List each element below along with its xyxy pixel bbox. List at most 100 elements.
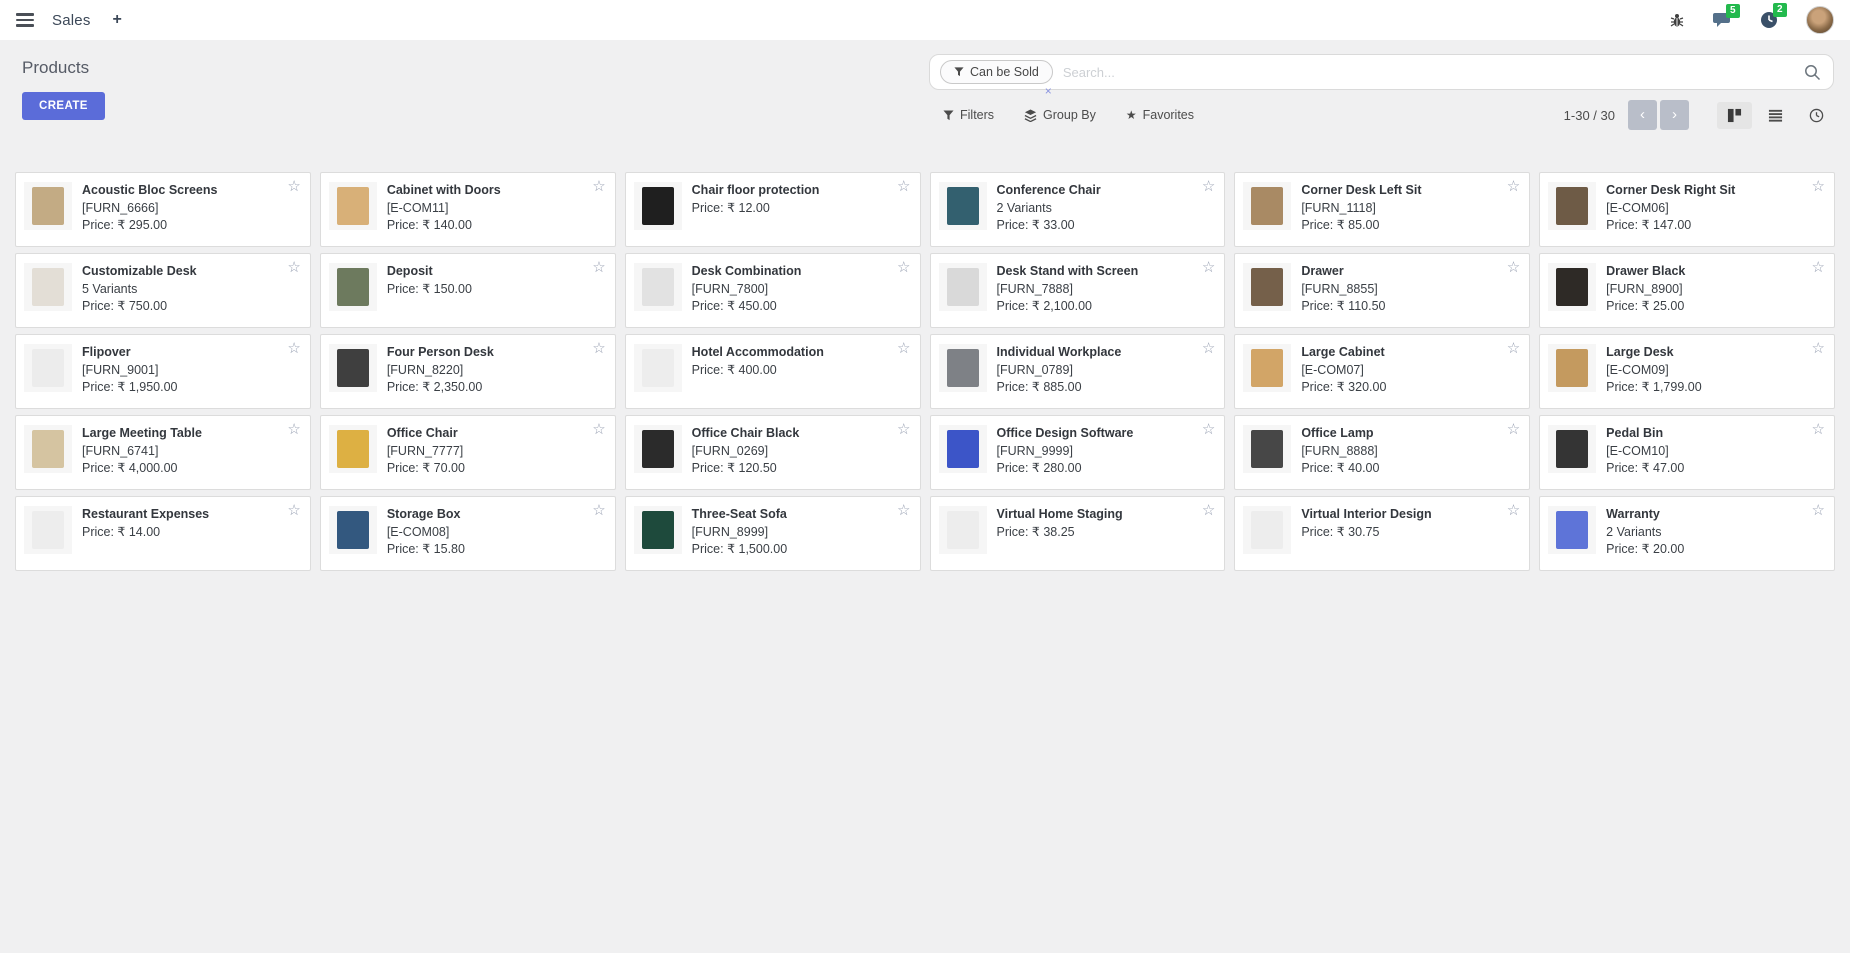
- favorite-star-icon[interactable]: ☆: [287, 421, 301, 438]
- product-name: Corner Desk Right Sit: [1606, 183, 1736, 197]
- add-tab-button[interactable]: +: [112, 11, 122, 28]
- product-card[interactable]: Large Cabinet [E-COM07] Price: ₹ 320.00 ☆: [1234, 334, 1531, 409]
- product-card[interactable]: Office Chair [FURN_7777] Price: ₹ 70.00 ☆: [319, 415, 616, 490]
- product-info: Individual Workplace [FURN_0789] Price: ₹ …: [997, 344, 1144, 400]
- favorite-star-icon[interactable]: ☆: [1811, 340, 1825, 357]
- product-card[interactable]: Chair floor protection Price: ₹ 12.00 ☆: [624, 172, 921, 247]
- product-card[interactable]: Deposit Price: ₹ 150.00 ☆: [319, 253, 616, 328]
- favorite-star-icon[interactable]: ☆: [287, 178, 301, 195]
- favorite-star-icon[interactable]: ☆: [897, 421, 911, 438]
- favorite-star-icon[interactable]: ☆: [592, 259, 606, 276]
- favorite-star-icon[interactable]: ☆: [287, 259, 301, 276]
- product-card[interactable]: Flipover [FURN_9001] Price: ₹ 1,950.00 ☆: [15, 334, 311, 409]
- pager-next-button[interactable]: ›: [1660, 100, 1689, 130]
- product-image: [633, 263, 682, 311]
- product-code: [FURN_8999]: [691, 524, 769, 539]
- product-card[interactable]: Individual Workplace [FURN_0789] Price: ₹ …: [929, 334, 1226, 409]
- favorite-star-icon[interactable]: ☆: [897, 340, 911, 357]
- product-card[interactable]: Four Person Desk [FURN_8220] Price: ₹ 2,35…: [319, 334, 616, 409]
- product-image: [24, 263, 72, 311]
- product-name: Office Design Software: [996, 426, 1134, 440]
- product-card[interactable]: Large Meeting Table [FURN_6741] Price: ₹ 4…: [15, 415, 311, 490]
- product-info: Large Cabinet [E-COM07] Price: ₹ 320.00: [1301, 344, 1408, 400]
- product-card[interactable]: Three-Seat Sofa [FURN_8999] Price: ₹ 1,500…: [624, 496, 921, 571]
- facet-remove-icon[interactable]: ×: [1044, 84, 1052, 98]
- avatar[interactable]: [1806, 6, 1834, 34]
- funnel-icon: [943, 109, 954, 120]
- favorite-star-icon[interactable]: ☆: [592, 178, 606, 195]
- product-card[interactable]: Pedal Bin [E-COM10] Price: ₹ 47.00 ☆: [1539, 415, 1835, 490]
- favorite-star-icon[interactable]: ☆: [1201, 178, 1216, 195]
- product-code: [E-COM07]: [1301, 362, 1364, 377]
- favorite-star-icon[interactable]: ☆: [592, 502, 606, 519]
- product-card[interactable]: Acoustic Bloc Screens [FURN_6666] Price: ₹…: [15, 172, 311, 247]
- product-card[interactable]: Office Chair Black [FURN_0269] Price: ₹ 12…: [624, 415, 921, 490]
- messages-icon[interactable]: 5: [1713, 4, 1740, 28]
- product-name: Corner Desk Left Sit: [1301, 183, 1422, 197]
- product-card[interactable]: Corner Desk Right Sit [E-COM06] Price: ₹ 1…: [1539, 172, 1835, 247]
- create-button[interactable]: CREATE: [22, 92, 105, 120]
- favorites-button[interactable]: ★ Favorites: [1126, 108, 1194, 122]
- product-image: [938, 425, 987, 473]
- product-info: Chair floor protection Price: ₹ 12.00: [692, 182, 842, 238]
- favorite-star-icon[interactable]: ☆: [1506, 502, 1521, 519]
- product-info: Four Person Desk [FURN_8220] Price: ₹ 2,35…: [387, 344, 516, 400]
- messages-badge: 5: [1726, 4, 1740, 18]
- product-card[interactable]: Cabinet with Doors [E-COM11] Price: ₹ 140.…: [319, 172, 616, 247]
- product-card[interactable]: Office Design Software [FURN_9999] Price: …: [929, 415, 1226, 490]
- favorite-star-icon[interactable]: ☆: [1811, 421, 1825, 438]
- product-name: Hotel Accommodation: [691, 345, 824, 359]
- favorite-star-icon[interactable]: ☆: [1506, 178, 1521, 195]
- favorite-star-icon[interactable]: ☆: [1201, 340, 1216, 357]
- product-card[interactable]: Desk Stand with Screen [FURN_7888] Price: …: [929, 253, 1226, 328]
- product-card[interactable]: Hotel Accommodation Price: ₹ 400.00 ☆: [624, 334, 921, 409]
- product-card[interactable]: Conference Chair 2 Variants Price: ₹ 33.00…: [929, 172, 1226, 247]
- menu-icon[interactable]: [16, 10, 34, 30]
- search-facet-can-be-sold[interactable]: Can be Sold ×: [940, 60, 1053, 98]
- group-by-button[interactable]: Group By: [1024, 108, 1096, 122]
- favorite-star-icon[interactable]: ☆: [1506, 421, 1521, 438]
- product-image: [1548, 263, 1597, 311]
- activity-clock-icon[interactable]: 2: [1760, 3, 1787, 29]
- product-card[interactable]: Corner Desk Left Sit [FURN_1118] Price: ₹ …: [1234, 172, 1531, 247]
- favorite-star-icon[interactable]: ☆: [1506, 340, 1521, 357]
- app-name[interactable]: Sales: [52, 11, 91, 29]
- search-input[interactable]: [1062, 64, 1804, 80]
- search-bar[interactable]: Can be Sold ×: [929, 54, 1834, 98]
- favorite-star-icon[interactable]: ☆: [1201, 502, 1216, 519]
- product-card[interactable]: Large Desk [E-COM09] Price: ₹ 1,799.00 ☆: [1539, 334, 1835, 409]
- product-card[interactable]: Office Lamp [FURN_8888] Price: ₹ 40.00 ☆: [1234, 415, 1531, 490]
- favorite-star-icon[interactable]: ☆: [1201, 421, 1216, 438]
- favorite-star-icon[interactable]: ☆: [1201, 259, 1216, 276]
- favorite-star-icon[interactable]: ☆: [1811, 259, 1825, 276]
- filters-button[interactable]: Filters: [943, 108, 994, 122]
- favorite-star-icon[interactable]: ☆: [1811, 178, 1825, 195]
- favorite-star-icon[interactable]: ☆: [592, 340, 606, 357]
- product-card[interactable]: Drawer [FURN_8855] Price: ₹ 110.50 ☆: [1234, 253, 1531, 328]
- favorite-star-icon[interactable]: ☆: [897, 178, 911, 195]
- product-card[interactable]: Customizable Desk 5 Variants Price: ₹ 750.…: [15, 253, 311, 328]
- product-price: Price: ₹ 2,100.00: [996, 299, 1093, 313]
- favorite-star-icon[interactable]: ☆: [1811, 502, 1825, 519]
- pager-previous-button[interactable]: ‹: [1628, 100, 1657, 130]
- favorite-star-icon[interactable]: ☆: [287, 502, 301, 519]
- kanban-view-icon[interactable]: [1717, 101, 1752, 129]
- product-card[interactable]: Restaurant Expenses Price: ₹ 14.00 ☆: [15, 496, 311, 571]
- search-icon[interactable]: [1804, 64, 1821, 81]
- product-card[interactable]: Desk Combination [FURN_7800] Price: ₹ 450.…: [624, 253, 921, 328]
- favorite-star-icon[interactable]: ☆: [897, 502, 911, 519]
- favorite-star-icon[interactable]: ☆: [897, 259, 911, 276]
- product-card[interactable]: Storage Box [E-COM08] Price: ₹ 15.80 ☆: [319, 496, 616, 571]
- product-info: Drawer [FURN_8855] Price: ₹ 110.50: [1301, 263, 1407, 319]
- activity-view-icon[interactable]: [1799, 102, 1834, 129]
- product-card[interactable]: Virtual Home Staging Price: ₹ 38.25 ☆: [929, 496, 1226, 571]
- favorite-star-icon[interactable]: ☆: [287, 340, 301, 357]
- product-card[interactable]: Warranty 2 Variants Price: ₹ 20.00 ☆: [1539, 496, 1835, 571]
- product-code: [FURN_7888]: [996, 281, 1073, 296]
- bug-icon[interactable]: [1669, 12, 1685, 28]
- product-card[interactable]: Virtual Interior Design Price: ₹ 30.75 ☆: [1234, 496, 1531, 571]
- favorite-star-icon[interactable]: ☆: [1506, 259, 1521, 276]
- favorite-star-icon[interactable]: ☆: [592, 421, 606, 438]
- product-card[interactable]: Drawer Black [FURN_8900] Price: ₹ 25.00 ☆: [1539, 253, 1835, 328]
- list-view-icon[interactable]: [1758, 102, 1793, 129]
